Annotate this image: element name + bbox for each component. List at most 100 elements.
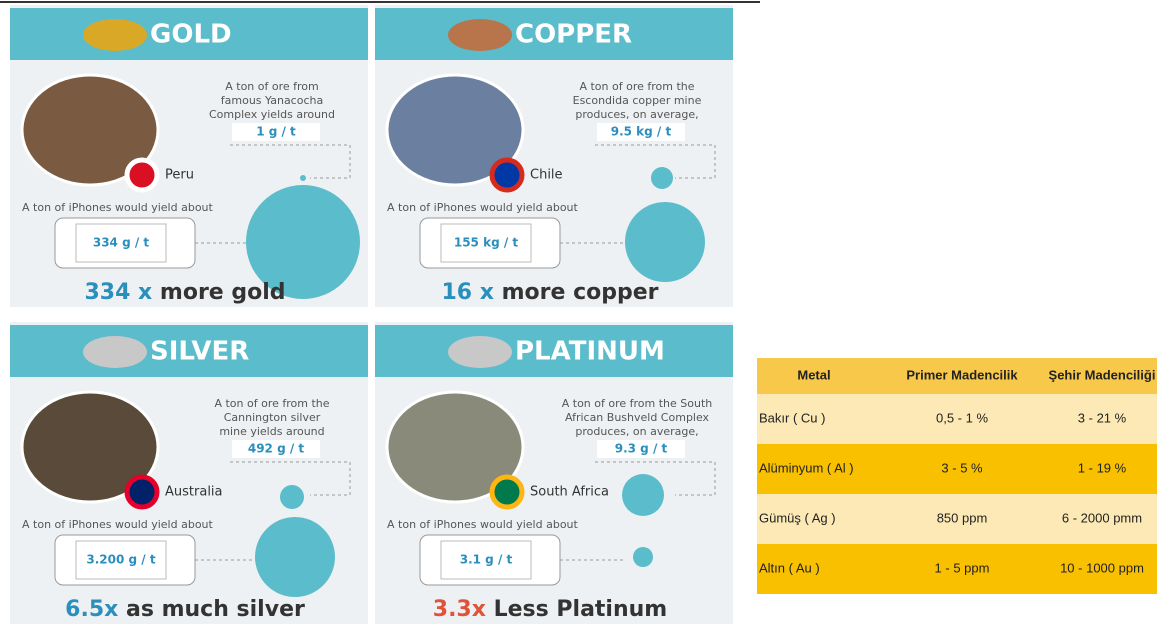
connector [595, 144, 716, 179]
table-cell: Alüminyum ( Al ) [759, 460, 854, 475]
country: Peru [165, 168, 194, 183]
ore-text: A ton of ore from the [214, 397, 329, 410]
panel-header [10, 325, 368, 377]
table-cell: 10 - 1000 ppm [1060, 560, 1144, 575]
metal-icon [448, 336, 512, 368]
table-row-bg [757, 444, 1157, 494]
ore-text: Cannington silver [224, 411, 321, 424]
iphone-text: A ton of iPhones would yield about [387, 201, 579, 214]
flag [124, 474, 160, 510]
metal-name: GOLD [150, 20, 232, 50]
table-header: Şehir Madenciliği [1049, 367, 1156, 382]
flag [489, 157, 525, 193]
ore-text: African Bushveld Complex [565, 411, 710, 424]
ore-text: produces, on average, [575, 425, 698, 438]
ore-text: Escondida copper mine [573, 94, 702, 107]
ore-value: 9.5 kg / t [611, 125, 672, 139]
table-header: Primer Madencilik [906, 367, 1018, 382]
table-header: Metal [797, 367, 830, 382]
table-cell: 850 ppm [937, 510, 988, 525]
mine-photo [20, 73, 160, 187]
table-row-bg [757, 544, 1157, 594]
bubble [300, 175, 306, 181]
bubble [246, 185, 360, 299]
table-cell: 6 - 2000 pmm [1062, 510, 1142, 525]
ore-value: 1 g / t [256, 125, 296, 139]
table-row-bg [757, 494, 1157, 544]
comparison: 6.5x as much silver [65, 597, 305, 622]
comparison: 334 x more gold [84, 280, 285, 305]
connector [230, 144, 351, 179]
iphone-value: 155 kg / t [454, 236, 519, 250]
table-cell: 1 - 5 ppm [935, 560, 990, 575]
panel-header [375, 325, 733, 377]
metal-name: SILVER [150, 337, 249, 367]
country: South Africa [530, 485, 609, 500]
ore-text: A ton of ore from the [579, 80, 694, 93]
table-cell: 1 - 19 % [1078, 460, 1127, 475]
table-cell: 3 - 5 % [941, 460, 983, 475]
phone-screen [75, 223, 167, 263]
comparison: 16 x more copper [441, 280, 658, 305]
mine-photo [385, 73, 525, 187]
ore-text: produces, on average, [575, 108, 698, 121]
comparison-number: 3.3x [433, 597, 486, 622]
iphone-text: A ton of iPhones would yield about [22, 518, 214, 531]
comparison-number: 6.5x [65, 597, 118, 622]
table-cell: Altın ( Au ) [759, 560, 820, 575]
country: Australia [165, 485, 223, 500]
comparison-text: as much silver [126, 597, 305, 622]
ore-value: 492 g / t [248, 442, 305, 456]
flag [489, 474, 525, 510]
ore-text: famous Yanacocha [221, 94, 323, 107]
bubble [255, 517, 335, 597]
comparison: 3.3x Less Platinum [433, 597, 667, 622]
bubble [651, 167, 673, 189]
table-row-bg [757, 394, 1157, 444]
comparison-number: 334 x [84, 280, 152, 305]
ore-text: Complex yields around [209, 108, 335, 121]
ore-text: A ton of ore from the South [562, 397, 713, 410]
phone-screen [75, 540, 167, 580]
ore-value-box [597, 440, 685, 458]
ore-value-box [232, 440, 320, 458]
flag [124, 157, 160, 193]
table-cell: Gümüş ( Ag ) [759, 510, 836, 525]
comparison-number: 16 x [441, 280, 493, 305]
table-cell: Bakır ( Cu ) [759, 410, 825, 425]
connector [230, 461, 351, 496]
comparison-text: more copper [502, 280, 659, 305]
phone-screen [440, 540, 532, 580]
bubble [625, 202, 705, 282]
ore-value-box [597, 123, 685, 141]
ore-value-box [232, 123, 320, 141]
comparison-text: more gold [160, 280, 286, 305]
table-cell: 0,5 - 1 % [936, 410, 988, 425]
metal-icon [83, 336, 147, 368]
panel-header [10, 8, 368, 60]
mine-photo [385, 390, 525, 504]
metal-name: COPPER [515, 20, 632, 50]
metal-icon [448, 19, 512, 51]
bubble [622, 474, 664, 516]
phone-screen [440, 223, 532, 263]
iphone-text: A ton of iPhones would yield about [22, 201, 214, 214]
panel-header [375, 8, 733, 60]
table-header-bg [757, 358, 1157, 394]
iphone-value: 334 g / t [93, 236, 150, 250]
bubble [633, 547, 653, 567]
table-cell: 3 - 21 % [1078, 410, 1127, 425]
iphone-value: 3.200 g / t [86, 553, 155, 567]
comparison-text: Less Platinum [494, 597, 668, 622]
ore-value: 9.3 g / t [615, 442, 668, 456]
bubble [280, 485, 304, 509]
mine-photo [20, 390, 160, 504]
ore-text: A ton of ore from [225, 80, 319, 93]
country: Chile [530, 168, 563, 183]
metal-icon [83, 19, 147, 51]
ore-text: mine yields around [219, 425, 324, 438]
iphone-value: 3.1 g / t [460, 553, 513, 567]
connector [595, 461, 716, 496]
iphone-text: A ton of iPhones would yield about [387, 518, 579, 531]
